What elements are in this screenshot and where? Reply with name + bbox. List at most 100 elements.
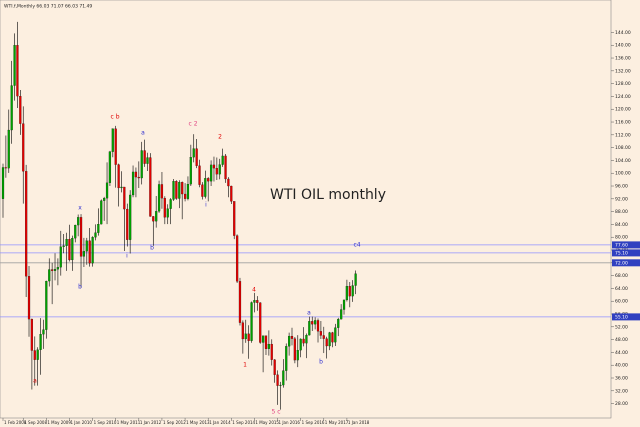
- wave-label: x: [78, 205, 82, 212]
- candle-body: [25, 171, 28, 277]
- x-tick-label: 1 May 2009: [47, 420, 71, 425]
- candle-body: [129, 194, 132, 240]
- x-tick-label: 1 Sep 2012: [163, 420, 186, 425]
- x-tick-label: 1 Jan 2018: [348, 420, 370, 425]
- x-tick-label: 1 May 2015: [255, 420, 279, 425]
- y-tick-label: 108.00: [615, 145, 631, 151]
- candle-body: [273, 359, 276, 375]
- candle-body: [351, 285, 354, 297]
- candle-body: [331, 332, 334, 343]
- y-tick-label: 64.00: [615, 286, 628, 292]
- candle-body: [224, 155, 227, 180]
- candle-body: [22, 123, 25, 172]
- candle-body: [322, 335, 325, 339]
- candle-body: [120, 186, 123, 189]
- candle-body: [134, 171, 138, 178]
- candle-body: [45, 280, 48, 330]
- y-tick-label: 84.00: [615, 222, 628, 228]
- y-tick-label: 44.00: [615, 350, 628, 356]
- candle-body: [103, 198, 106, 201]
- candle-body: [74, 224, 77, 239]
- wave-label: a: [141, 130, 145, 137]
- candle-body: [157, 184, 161, 212]
- candle-body: [91, 237, 94, 264]
- x-tick-label: 1 May 2017: [325, 420, 349, 425]
- candle-body: [198, 165, 201, 185]
- candle-body: [117, 164, 120, 189]
- candle-body: [334, 327, 337, 343]
- candle-body: [27, 276, 31, 320]
- candle-body: [10, 85, 13, 131]
- candle-body: [16, 45, 19, 97]
- y-tick-label: 124.00: [615, 94, 631, 100]
- candle-body: [155, 211, 158, 222]
- x-tick-label: 1 Feb 2008: [4, 420, 27, 425]
- wave-label: b: [78, 284, 82, 291]
- candle-body: [59, 246, 62, 268]
- candle-body: [241, 322, 244, 340]
- candle-body: [181, 182, 184, 195]
- wave-label: b: [319, 359, 323, 366]
- chart-title: WTI OIL monthly: [270, 187, 386, 203]
- candle-body: [314, 320, 317, 325]
- y-tick-label: 32.00: [615, 388, 628, 394]
- candle-body: [160, 184, 164, 199]
- candle-body: [189, 157, 192, 185]
- y-tick-label: 128.00: [615, 81, 631, 87]
- candle-body: [267, 343, 270, 349]
- candle-body: [342, 299, 346, 310]
- candle-body: [42, 329, 45, 335]
- candle-body: [169, 199, 172, 209]
- candle-body: [212, 164, 216, 169]
- candle-body: [340, 309, 343, 320]
- level-label-box: [612, 249, 640, 257]
- wave-label: a: [307, 310, 311, 317]
- candle-body: [13, 45, 16, 86]
- wave-label: a: [33, 378, 37, 385]
- y-tick-label: 48.00: [615, 337, 628, 343]
- y-tick-label: 88.00: [615, 209, 628, 215]
- y-tick-label: 52.00: [615, 324, 628, 330]
- candle-body: [316, 320, 320, 332]
- y-tick-label: 68.00: [615, 273, 628, 279]
- x-tick-label: 1 Jan 2010: [70, 420, 92, 425]
- y-tick-label: 80.00: [615, 235, 628, 241]
- candle-body: [296, 350, 299, 361]
- candle-body: [85, 240, 88, 252]
- candle-body: [77, 217, 80, 226]
- x-tick-label: 1 Sep 2014: [232, 420, 255, 425]
- y-tick-label: 112.00: [615, 132, 631, 138]
- candle-body: [7, 129, 10, 169]
- x-tick-label: 1 Sep 2016: [302, 420, 325, 425]
- candle-body: [186, 184, 190, 199]
- candle-body: [94, 232, 97, 238]
- candle-body: [238, 281, 242, 323]
- candle-body: [146, 157, 149, 164]
- candle-body: [201, 184, 204, 197]
- candle-body: [97, 223, 100, 233]
- wave-label: c b: [110, 114, 119, 121]
- y-tick-label: 104.00: [615, 158, 631, 164]
- candle-body: [235, 235, 239, 282]
- candle-body: [62, 245, 65, 247]
- candle-body: [4, 167, 7, 169]
- wave-label: 2: [218, 134, 222, 141]
- candle-body: [253, 300, 256, 303]
- candle-body: [337, 319, 340, 328]
- candle-body: [114, 128, 117, 165]
- y-tick-label: 36.00: [615, 376, 628, 382]
- y-tick-label: 60.00: [615, 299, 628, 305]
- candle-body: [247, 333, 250, 341]
- candle-body: [105, 182, 109, 199]
- y-tick-label: 116.00: [615, 120, 631, 126]
- candle-body: [163, 198, 166, 218]
- y-tick-label: 136.00: [615, 56, 631, 62]
- candle-body: [152, 216, 155, 222]
- candle-body: [19, 96, 22, 124]
- level-label-box: [612, 259, 640, 267]
- candle-body: [250, 302, 253, 341]
- wave-label: c4: [353, 242, 360, 249]
- candle-body: [354, 273, 357, 286]
- candle-body: [209, 164, 213, 182]
